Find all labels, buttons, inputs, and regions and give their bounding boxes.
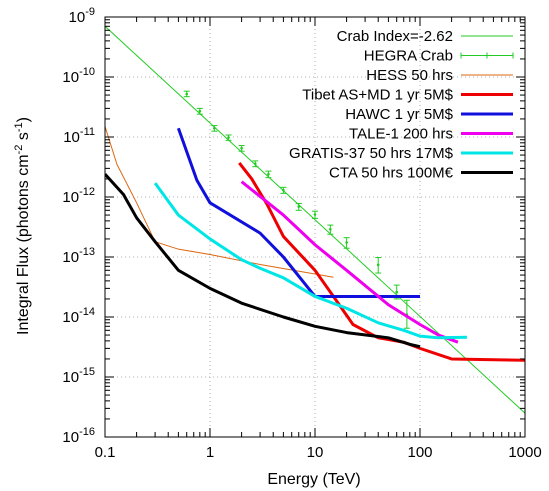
legend-entry: GRATIS-37 50 hrs 17M$ bbox=[289, 145, 513, 162]
y-tick-label-exp: -15 bbox=[79, 366, 95, 378]
legend-entry: Crab Index=-2.62 bbox=[337, 28, 513, 45]
x-tick-label: 0.1 bbox=[95, 444, 116, 461]
y-tick-label-base: 10 bbox=[62, 369, 79, 386]
data-point bbox=[282, 188, 285, 192]
y-tick-label-exp: -13 bbox=[79, 246, 95, 258]
data-point bbox=[240, 146, 243, 150]
legend-label: CTA 50 hrs 100M€ bbox=[329, 165, 454, 182]
x-tick-label: 100 bbox=[407, 444, 432, 461]
data-point bbox=[213, 126, 216, 130]
legend-entry: HAWC 1 yr 5M$ bbox=[345, 106, 513, 123]
x-tick-label: 1 bbox=[206, 444, 214, 461]
data-point bbox=[198, 109, 202, 113]
data-point bbox=[329, 227, 332, 231]
y-tick-label-base: 10 bbox=[62, 309, 79, 326]
y-axis-title-sup2: -1 bbox=[13, 122, 25, 132]
legend-label: TALE-1 200 hrs bbox=[349, 126, 453, 143]
data-point bbox=[395, 290, 399, 294]
y-tick-label-exp: -14 bbox=[79, 306, 95, 318]
y-tick-label-exp: -9 bbox=[85, 6, 95, 18]
legend-entry: HESS 50 hrs bbox=[366, 67, 513, 84]
y-tick-label-exp: -11 bbox=[80, 126, 95, 138]
series-tale-1-200-hrs bbox=[240, 180, 459, 344]
legend-entry: HEGRA Crab bbox=[364, 48, 514, 65]
y-axis-title-prefix: Integral Flux (photons cm bbox=[15, 154, 32, 335]
series-gratis-37-50-hrs-17m bbox=[153, 182, 467, 340]
legend-label: HEGRA Crab bbox=[364, 48, 453, 65]
data-point bbox=[376, 263, 380, 267]
y-tick-label-exp: -12 bbox=[79, 186, 95, 198]
axis-ticks bbox=[104, 16, 526, 438]
y-axis-title-sup1: -2 bbox=[13, 145, 25, 155]
y-tick-label: 10-12 bbox=[62, 186, 95, 206]
series-cta-50-hrs-100m bbox=[105, 173, 421, 349]
legend-label: Crab Index=-2.62 bbox=[337, 28, 453, 45]
y-axis-title-suffix: ) bbox=[15, 117, 32, 122]
x-axis-title: Energy (TeV) bbox=[267, 471, 360, 488]
data-point bbox=[253, 162, 257, 165]
legend-entry: TALE-1 200 hrs bbox=[349, 126, 513, 143]
y-tick-label: 10-9 bbox=[69, 6, 95, 26]
y-axis-title: Integral Flux (photons cm-2 s-1) bbox=[13, 117, 32, 335]
y-tick-label: 10-16 bbox=[62, 426, 95, 446]
legend-entry: CTA 50 hrs 100M€ bbox=[329, 165, 513, 182]
data-point bbox=[313, 213, 317, 216]
y-tick-label: 10-11 bbox=[63, 126, 95, 146]
data-series bbox=[105, 25, 525, 414]
legend-label: GRATIS-37 50 hrs 17M$ bbox=[289, 145, 454, 162]
legend: Crab Index=-2.62 HEGRA Crab HESS 50 hrs Tib… bbox=[289, 28, 514, 182]
data-point bbox=[227, 136, 230, 139]
y-tick-label: 10-13 bbox=[62, 246, 95, 266]
y-tick-label-exp: -10 bbox=[79, 66, 95, 78]
y-tick-label: 10-14 bbox=[62, 306, 95, 326]
legend-entry: Tibet AS+MD 1 yr 5M$ bbox=[302, 87, 513, 104]
x-tick-label: 1000 bbox=[508, 444, 541, 461]
series-crab-index-2-62 bbox=[105, 25, 525, 414]
y-tick-label-base: 10 bbox=[62, 249, 79, 266]
x-tick-labels: 0.1 1 10 100 1000 bbox=[95, 444, 542, 461]
x-tick-label: 10 bbox=[307, 444, 324, 461]
series-hegra-crab bbox=[183, 90, 410, 329]
data-point bbox=[297, 205, 301, 208]
grid-lines bbox=[105, 17, 525, 437]
data-point bbox=[345, 241, 348, 244]
legend-label: HESS 50 hrs bbox=[366, 67, 453, 84]
data-point bbox=[185, 92, 189, 96]
y-tick-label: 10-10 bbox=[62, 66, 95, 86]
legend-label: Tibet AS+MD 1 yr 5M$ bbox=[302, 87, 453, 104]
y-tick-label-base: 10 bbox=[62, 429, 79, 446]
y-tick-label-base: 10 bbox=[69, 9, 86, 26]
series-hess-50-hrs bbox=[105, 126, 334, 278]
y-tick-label-base: 10 bbox=[62, 189, 79, 206]
y-tick-label-base: 10 bbox=[63, 129, 80, 146]
y-tick-label-exp: -16 bbox=[79, 426, 95, 438]
y-tick-label: 10-15 bbox=[62, 366, 95, 386]
legend-label: HAWC 1 yr 5M$ bbox=[345, 106, 453, 123]
y-axis-title-middle: s bbox=[15, 132, 32, 144]
series-tibet-as-md-1-yr-5m bbox=[238, 161, 525, 362]
data-point bbox=[267, 172, 270, 176]
y-tick-label-base: 10 bbox=[62, 69, 79, 86]
